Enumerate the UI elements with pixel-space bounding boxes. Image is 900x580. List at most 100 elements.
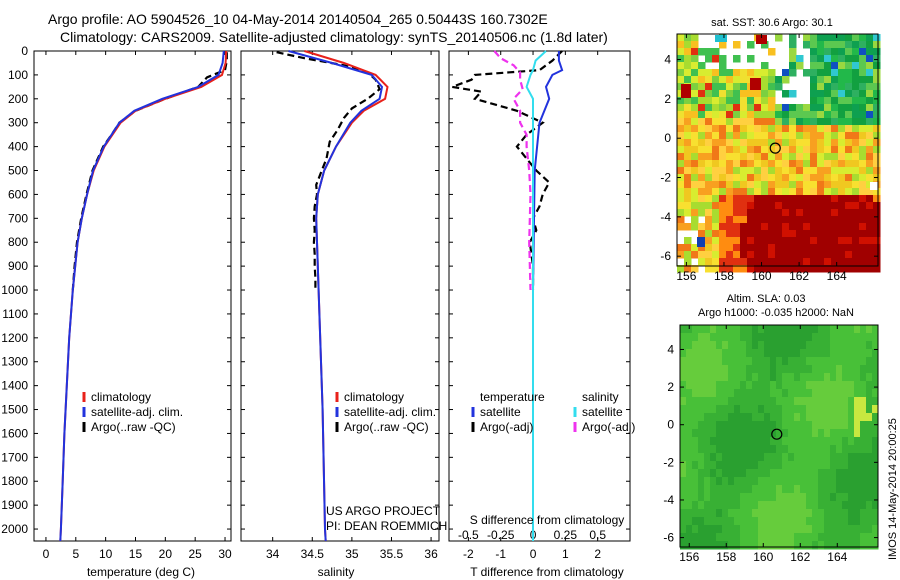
sla-cell <box>866 365 873 374</box>
sla-cell <box>854 493 861 502</box>
sst-cell <box>803 216 811 224</box>
sla-cell <box>692 333 699 342</box>
sst-cell <box>705 188 713 196</box>
sst-cell <box>754 216 762 224</box>
sla-cell <box>782 413 789 422</box>
sla-cell <box>716 533 723 542</box>
sla-cell <box>692 413 699 422</box>
sla-cell <box>812 373 819 382</box>
sst-cell <box>684 76 692 84</box>
sla-cell <box>788 397 795 406</box>
sst-cell <box>754 104 762 112</box>
sst-cell <box>859 83 867 91</box>
sst-cell <box>796 139 804 147</box>
sla-cell <box>830 333 837 342</box>
sla-cell <box>740 373 747 382</box>
sst-cell <box>719 223 727 231</box>
sla-cell <box>716 397 723 406</box>
sla-cell <box>692 381 699 390</box>
sst-cell <box>873 202 881 210</box>
satellite-line <box>288 50 384 542</box>
sla-cell <box>818 429 825 438</box>
sst-cell <box>873 34 881 42</box>
sst-cell <box>698 160 706 168</box>
sla-cell <box>764 453 771 462</box>
sla-cell <box>788 325 795 334</box>
sla-cell <box>686 341 693 350</box>
sst-cell <box>691 174 699 182</box>
sla-cell <box>686 485 693 494</box>
sst-cell <box>859 230 867 238</box>
sst-cell <box>824 111 832 119</box>
sst-cell <box>831 153 839 161</box>
sla-cell <box>842 437 849 446</box>
sst-cell <box>691 97 699 105</box>
legend-title: salinity <box>582 390 619 404</box>
sst-cell <box>733 111 741 119</box>
sst-cell <box>852 230 860 238</box>
sst-cell <box>838 216 846 224</box>
sla-cell <box>806 357 813 366</box>
sla-cell <box>722 477 729 486</box>
sla-cell <box>848 373 855 382</box>
sst-cell <box>726 83 734 91</box>
sla-cell <box>686 493 693 502</box>
sla-cell <box>848 485 855 494</box>
sst-cell <box>859 48 867 56</box>
sla-cell <box>752 341 759 350</box>
sst-cell <box>768 209 776 217</box>
sst-cell <box>726 90 734 98</box>
sst-cell <box>726 244 734 252</box>
sla-cell <box>794 437 801 446</box>
sst-cell <box>726 125 734 133</box>
sla-cell <box>848 509 855 518</box>
sla-cell <box>704 333 711 342</box>
sst-cell <box>845 209 853 217</box>
sst-cell <box>866 237 874 245</box>
sst-cell <box>705 167 713 175</box>
sla-cell <box>764 485 771 494</box>
sst-cell <box>873 55 881 63</box>
sst-cell <box>747 188 755 196</box>
sst-cell <box>691 76 699 84</box>
sst-cell <box>817 34 825 42</box>
sla-cell <box>734 357 741 366</box>
plot-frame <box>33 50 232 542</box>
legend-label: climatology <box>344 390 404 404</box>
x-tick-label: 160 <box>752 269 772 283</box>
sst-cell <box>775 251 783 259</box>
sla-cell <box>746 373 753 382</box>
sla-cell <box>698 341 705 350</box>
x-tick-label: 162 <box>790 550 810 564</box>
sst-cell <box>796 244 804 252</box>
sst-cell <box>810 104 818 112</box>
sst-cell <box>789 202 797 210</box>
sst-cell <box>726 237 734 245</box>
sst-cell <box>719 167 727 175</box>
sla-cell <box>800 357 807 366</box>
sst-cell <box>782 188 790 196</box>
x-tick-label: 156 <box>679 550 699 564</box>
sla-cell <box>704 373 711 382</box>
sst-cell <box>838 139 846 147</box>
sla-cell <box>716 349 723 358</box>
sst-cell <box>677 139 685 147</box>
sla-cell <box>842 493 849 502</box>
sla-cell <box>710 405 717 414</box>
sla-cell <box>782 421 789 430</box>
sla-cell <box>866 509 873 518</box>
sla-cell <box>812 437 819 446</box>
sla-cell <box>728 325 735 334</box>
sla-cell <box>704 477 711 486</box>
sla-cell <box>866 405 873 414</box>
sla-cell <box>860 421 867 430</box>
sst-cell <box>705 132 713 140</box>
sst-cell <box>705 118 713 126</box>
sla-cell <box>770 325 777 334</box>
sla-cell <box>848 437 855 446</box>
sla-cell <box>698 405 705 414</box>
sla-cell <box>698 477 705 486</box>
sla-cell <box>782 341 789 350</box>
sst-cell <box>747 111 755 119</box>
sla-cell <box>836 453 843 462</box>
